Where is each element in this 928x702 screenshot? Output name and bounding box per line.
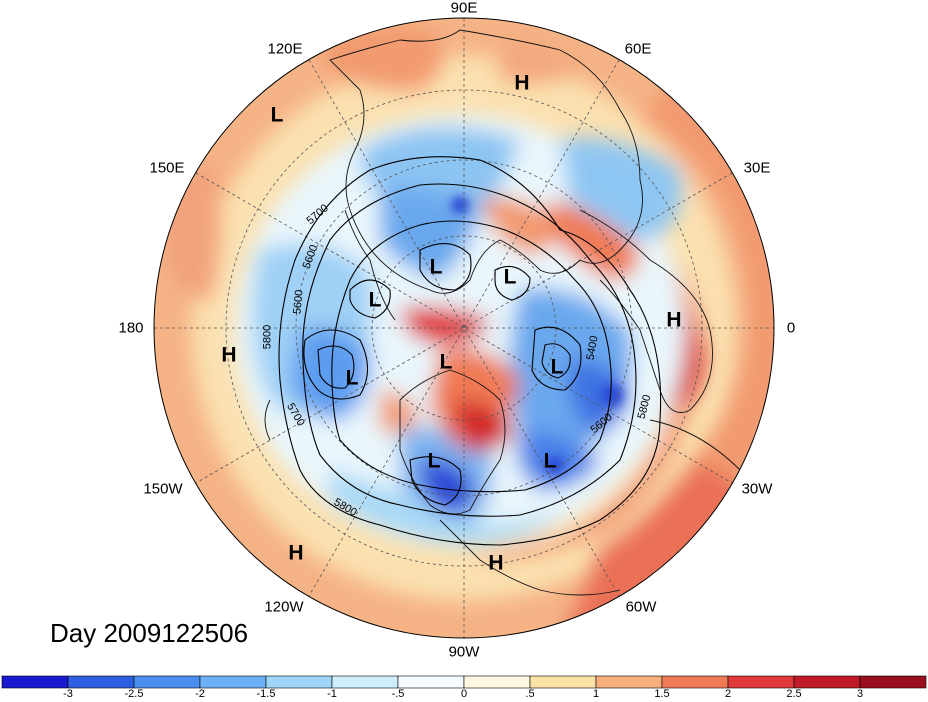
colorbar-tick-label: -1 [327,688,337,700]
contour-label: 5600 [291,289,306,315]
colorbar-tick-label: 1.5 [654,688,670,700]
low-center: L [543,449,557,473]
longitude-label-60w: 60W [625,598,657,616]
graticule [154,18,774,638]
longitude-label-180: 180 [118,319,144,337]
colorbar-tick-label: 1 [592,688,600,700]
colorbar-swatch [199,675,267,689]
height-contours [278,156,662,546]
high-center: H [488,551,504,575]
low-center: L [427,449,441,473]
contour-label: 5800 [261,324,274,350]
low-center: L [270,103,284,127]
colorbar-swatch [265,675,333,689]
colorbar-swatch [859,675,927,689]
longitude-label-90w: 90W [448,643,480,661]
longitude-label-120w: 120W [264,598,304,616]
longitude-label-120e: 120E [267,40,303,58]
colorbar-swatch [67,675,135,689]
colorbar-swatch [793,675,861,689]
colorbar-tick-label: -3 [63,688,73,700]
map-title: Day 2009122506 [50,618,249,648]
colorbar-swatch [463,675,531,689]
longitude-label-60e: 60E [624,40,652,58]
colorbar-swatch [661,675,729,689]
low-center: L [439,350,453,374]
colorbar-tick-label: .5 [525,688,535,700]
colorbar-swatch [595,675,663,689]
longitude-label-30w: 30W [741,480,773,498]
colorbar-swatch [1,675,69,689]
colorbar-swatch [529,675,597,689]
longitude-label-150e: 150E [149,159,185,177]
colorbar [1,675,927,689]
longitude-label-90e: 90E [450,0,478,17]
longitude-label-150w: 150W [143,480,183,498]
low-center: L [345,366,359,390]
colorbar-swatch [331,675,399,689]
high-center: H [514,71,530,95]
colorbar-tick-label: -1.5 [256,688,276,700]
high-center: H [221,343,237,367]
colorbar-tick-label: -2.5 [124,688,144,700]
high-center: H [666,308,682,332]
colorbar-tick-label: 2.5 [786,688,802,700]
colorbar-tick-label: -2 [195,688,205,700]
colorbar-tick-label: 0 [460,688,468,700]
longitude-label-0: 0 [786,319,796,337]
colorbar-swatch [397,675,465,689]
low-center: L [550,355,564,379]
low-center: L [368,288,382,312]
colorbar-tick-label: 3 [856,688,864,700]
longitude-label-30e: 30E [743,159,771,177]
low-center: L [429,255,443,279]
colorbar-tick-label: -.5 [391,688,405,700]
colorbar-swatch [133,675,201,689]
map-border [153,17,775,639]
low-center: L [503,265,517,289]
colorbar-swatch [727,675,795,689]
high-center: H [288,541,304,565]
colorbar-tick-label: 2 [724,688,732,700]
